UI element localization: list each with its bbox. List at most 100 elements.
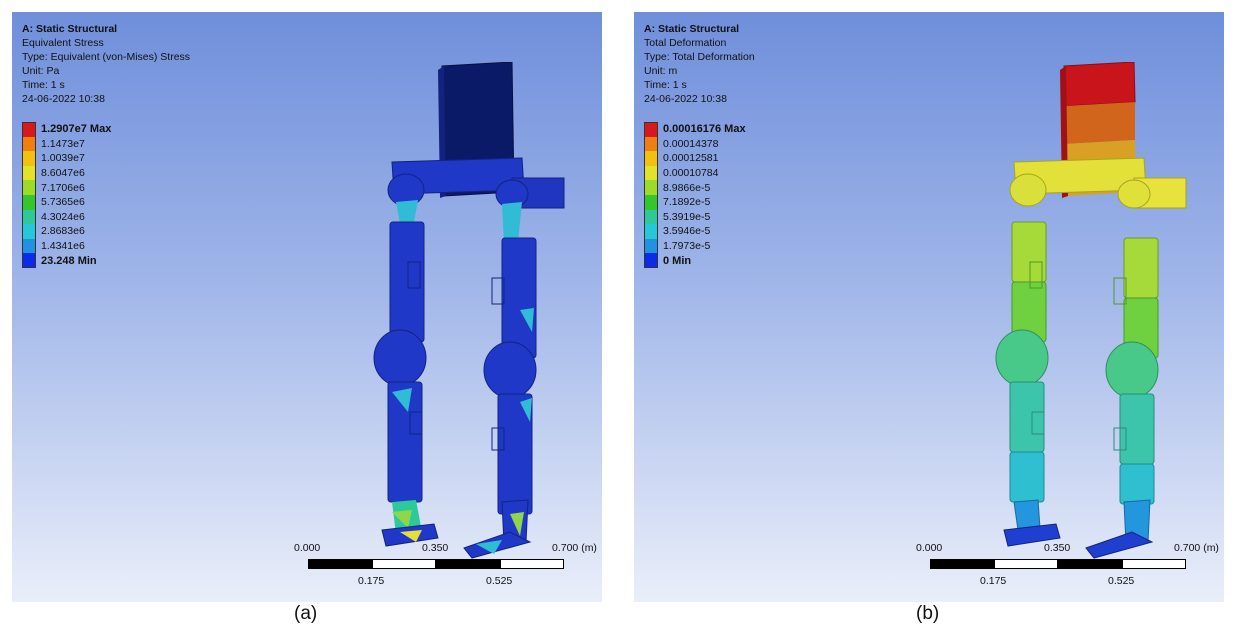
scale-label-175: 0.175 [980, 575, 1007, 587]
legend-label: 1.0039e7 [41, 152, 85, 165]
legend-entry: 4.3024e6 [22, 209, 111, 225]
scale-segment [308, 559, 372, 569]
legend-label: 5.7365e6 [41, 196, 85, 209]
legend-entry: 1.4341e6 [22, 238, 111, 254]
legend-label: 0.00012581 [663, 152, 719, 165]
legend-entry: 0.00012581 [644, 151, 746, 166]
legend-swatch [644, 224, 658, 239]
result-time: Time: 1 s [22, 79, 65, 91]
analysis-title: A: Static Structural [644, 23, 740, 35]
legend-label: 1.1473e7 [41, 137, 85, 150]
scale-segment [930, 559, 994, 569]
legend-swatch [22, 194, 36, 210]
scale-label-350: 0.350 [422, 542, 449, 554]
legend-swatch [644, 238, 658, 254]
exoskeleton-deformation-model[interactable] [974, 62, 1204, 562]
legend-swatch [22, 180, 36, 195]
legend-label: 7.1706e6 [41, 181, 85, 194]
legend-entry: 1.0039e7 [22, 151, 111, 166]
scale-segment [436, 559, 500, 569]
result-date: 24-06-2022 10:38 [644, 93, 727, 105]
legend-label: 8.9866e-5 [663, 181, 711, 194]
analysis-title: A: Static Structural [22, 23, 118, 35]
scale-segment [994, 559, 1058, 569]
caption-a: (a) [294, 603, 318, 624]
legend-swatch [22, 151, 36, 166]
result-name: Equivalent Stress [22, 37, 104, 49]
result-unit: Unit: m [644, 65, 678, 77]
result-time: Time: 1 s [644, 79, 687, 91]
legend-label: 0.00014378 [663, 137, 719, 150]
exoskeleton-stress-model[interactable] [352, 62, 582, 562]
legend-entry: 5.3919e-5 [644, 209, 746, 225]
legend-swatch [644, 122, 658, 137]
legend-entry: 1.7973e-5 [644, 238, 746, 254]
legend-swatch [22, 238, 36, 254]
scale-label-0: 0.000 [294, 542, 321, 554]
legend-label: 7.1892e-5 [663, 196, 711, 209]
legend-swatch [644, 209, 658, 225]
deformation-result-viewport[interactable]: A: Static Structural Total Deformation T… [634, 12, 1224, 602]
legend-entry: 8.6047e6 [22, 165, 111, 181]
legend-entry: 0.00014378 [644, 136, 746, 152]
legend-label: 23.248 Min [41, 254, 97, 267]
legend-label: 1.7973e-5 [663, 240, 711, 253]
legend-entry: 8.9866e-5 [644, 180, 746, 195]
scale-segment [1058, 559, 1122, 569]
scale-segment [1122, 559, 1186, 569]
caption-b: (b) [916, 603, 940, 624]
legend-label: 8.6047e6 [41, 167, 85, 180]
legend-label: 5.3919e-5 [663, 210, 711, 223]
legend-swatch [22, 209, 36, 225]
legend-entry: 3.5946e-5 [644, 224, 746, 239]
result-name: Total Deformation [644, 37, 727, 49]
scale-label-525: 0.525 [1108, 575, 1135, 587]
legend-entry: 2.8683e6 [22, 224, 111, 239]
result-unit: Unit: Pa [22, 65, 60, 77]
legend-entry: 7.1706e6 [22, 180, 111, 195]
legend-label: 4.3024e6 [41, 210, 85, 223]
color-legend[interactable]: 1.2907e7 Max 1.1473e7 1.0039e7 8.6047e6 7.17… [22, 122, 111, 268]
scale-bar: 0.000 0.350 0.700 (m) 0.175 0.525 [284, 542, 597, 592]
scale-label-700: 0.700 (m) [1174, 542, 1219, 554]
scale-label-175: 0.175 [358, 575, 385, 587]
legend-entry: 23.248 Min [22, 253, 111, 268]
color-legend[interactable]: 0.00016176 Max 0.00014378 0.00012581 0.0001… [644, 122, 746, 268]
legend-swatch [22, 136, 36, 152]
legend-swatch [644, 253, 658, 268]
legend-entry: 5.7365e6 [22, 194, 111, 210]
legend-label: 1.4341e6 [41, 240, 85, 253]
legend-entry: 1.2907e7 Max [22, 122, 111, 137]
result-header: A: Static Structural Total Deformation T… [644, 22, 755, 106]
legend-swatch [22, 122, 36, 137]
legend-label: 1.2907e7 Max [41, 123, 112, 136]
result-header: A: Static Structural Equivalent Stress T… [22, 22, 190, 106]
scale-segment [372, 559, 436, 569]
result-type: Type: Equivalent (von-Mises) Stress [22, 51, 191, 63]
legend-entry: 1.1473e7 [22, 136, 111, 152]
scale-label-350: 0.350 [1044, 542, 1071, 554]
result-type: Type: Total Deformation [644, 51, 755, 63]
legend-label: 0.00016176 Max [663, 123, 746, 136]
legend-swatch [644, 136, 658, 152]
legend-swatch [22, 165, 36, 181]
legend-entry: 0.00016176 Max [644, 122, 746, 137]
scale-label-525: 0.525 [486, 575, 513, 587]
scale-label-700: 0.700 (m) [552, 542, 597, 554]
result-date: 24-06-2022 10:38 [22, 93, 105, 105]
legend-swatch [644, 180, 658, 195]
scale-bar: 0.000 0.350 0.700 (m) 0.175 0.525 [906, 542, 1219, 592]
legend-swatch [644, 194, 658, 210]
stress-result-viewport[interactable]: A: Static Structural Equivalent Stress T… [12, 12, 602, 602]
legend-entry: 0.00010784 [644, 165, 746, 181]
legend-swatch [22, 253, 36, 268]
legend-swatch [22, 224, 36, 239]
legend-swatch [644, 151, 658, 166]
scale-segment [500, 559, 564, 569]
legend-label: 0 Min [663, 254, 692, 267]
legend-label: 0.00010784 [663, 167, 719, 180]
legend-label: 2.8683e6 [41, 225, 85, 238]
legend-label: 3.5946e-5 [663, 225, 711, 238]
legend-swatch [644, 165, 658, 181]
scale-label-0: 0.000 [916, 542, 943, 554]
